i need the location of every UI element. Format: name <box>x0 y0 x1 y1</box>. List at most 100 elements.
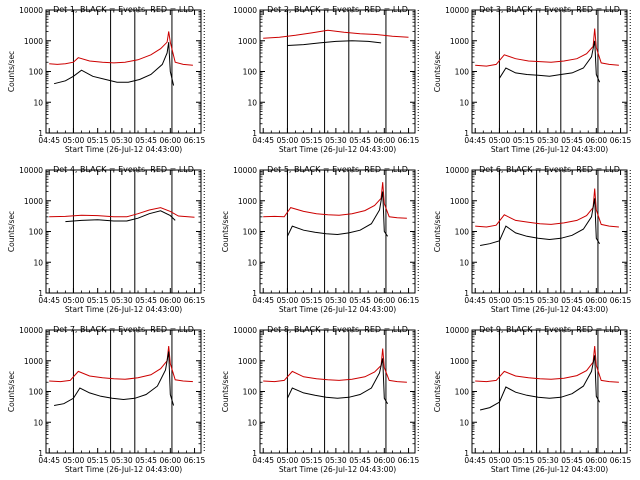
x-tick-label: 05:30 <box>537 296 559 305</box>
x-tick-label: 05:15 <box>87 296 109 305</box>
x-tick-label: 05:30 <box>111 296 133 305</box>
x-tick-label: 04:45 <box>38 456 60 465</box>
x-tick-label: 06:15 <box>398 136 420 145</box>
x-tick-label: 05:15 <box>87 136 109 145</box>
x-tick-label: 05:30 <box>537 456 559 465</box>
lld-series-line <box>475 28 619 67</box>
plot-frame <box>259 329 416 454</box>
events-series-line <box>54 351 175 406</box>
x-tick-label: 05:00 <box>489 296 511 305</box>
lld-series-line <box>263 182 407 219</box>
x-tick-label: 04:45 <box>464 136 486 145</box>
lld-series-line <box>263 348 407 383</box>
panel-det-4: 1 10 100 1000 10000 04:45 05:00 05:15 05:30 05:45… <box>7 165 206 314</box>
y-tick-label: 1000 <box>24 197 43 206</box>
y-tick-label: 100 <box>243 228 258 237</box>
x-axis-label: Start Time (26-Jul-12 04:43:00) <box>65 145 182 154</box>
y-tick-label: 1 <box>38 289 43 298</box>
y-tick-label: 100 <box>243 68 258 77</box>
x-tick-label: 05:15 <box>301 296 323 305</box>
x-tick-label: 04:45 <box>252 136 274 145</box>
x-tick-label: 05:00 <box>489 456 511 465</box>
x-tick-label: 05:45 <box>349 296 371 305</box>
panel-det-9: 1 10 100 1000 10000 04:45 05:00 05:15 05:30 05:45… <box>433 325 632 474</box>
panel-det-1: 1 10 100 1000 10000 04:45 05:00 05:15 05:30 05:45… <box>7 5 206 154</box>
x-tick-label: 05:45 <box>135 136 157 145</box>
x-axis-label: Start Time (26-Jul-12 04:43:00) <box>491 145 608 154</box>
x-tick-label: 06:15 <box>184 296 206 305</box>
lld-series-line <box>263 29 409 39</box>
x-tick-label: 05:45 <box>135 456 157 465</box>
panel-det-5: 1 10 100 1000 10000 04:45 05:00 05:15 05:30 05:45… <box>221 165 420 314</box>
x-axis-label: Start Time (26-Jul-12 04:43:00) <box>279 305 396 314</box>
panel-det-6: 1 10 100 1000 10000 04:45 05:00 05:15 05:30 05:45… <box>433 165 632 314</box>
y-axis-label: Counts/sec <box>7 371 16 412</box>
events-series-line <box>498 40 601 83</box>
x-tick-label: 05:15 <box>513 296 535 305</box>
x-tick-label: 05:00 <box>489 136 511 145</box>
y-tick-label: 100 <box>29 228 44 237</box>
y-tick-label: 10 <box>33 258 43 267</box>
plot-frame <box>45 9 202 134</box>
y-axis-label: Counts/sec <box>7 211 16 252</box>
x-tick-label: 05:45 <box>349 136 371 145</box>
y-tick-label: 1000 <box>450 357 469 366</box>
x-tick-label: 05:00 <box>277 456 299 465</box>
y-tick-label: 100 <box>243 388 258 397</box>
x-tick-label: 06:00 <box>160 136 182 145</box>
x-tick-label: 04:45 <box>38 296 60 305</box>
y-tick-label: 1 <box>252 129 257 138</box>
x-tick-label: 06:15 <box>398 456 420 465</box>
x-tick-label: 06:15 <box>610 296 632 305</box>
x-tick-label: 04:45 <box>252 456 274 465</box>
lld-series-line <box>49 346 193 383</box>
x-tick-label: 05:00 <box>277 296 299 305</box>
y-tick-label: 1000 <box>238 37 257 46</box>
y-tick-label: 1 <box>38 129 43 138</box>
x-tick-label: 05:00 <box>63 136 85 145</box>
y-axis-label: Counts/sec <box>433 211 442 252</box>
y-tick-label: 1 <box>464 449 469 458</box>
y-tick-label: 1 <box>252 289 257 298</box>
panel-title: Det 5, BLACK = Events, RED = LLD <box>267 165 408 174</box>
plot-frame <box>45 329 202 454</box>
panel-title: Det 4, BLACK = Events, RED = LLD <box>53 165 194 174</box>
lld-series-line <box>49 31 193 66</box>
plot-frame <box>471 169 628 294</box>
x-tick-label: 06:00 <box>374 456 396 465</box>
events-series-line <box>479 355 601 411</box>
y-tick-label: 1000 <box>238 197 257 206</box>
x-tick-label: 06:00 <box>586 296 608 305</box>
y-axis-label: Counts/sec <box>221 371 230 412</box>
events-series-line <box>286 191 389 237</box>
x-tick-label: 06:00 <box>586 136 608 145</box>
panel-det-7: 1 10 100 1000 10000 04:45 05:00 05:15 05:30 05:45… <box>7 325 206 474</box>
x-tick-label: 05:30 <box>537 136 559 145</box>
y-tick-label: 1 <box>38 449 43 458</box>
y-axis-label: Counts/sec <box>433 371 442 412</box>
x-axis-label: Start Time (26-Jul-12 04:43:00) <box>279 145 396 154</box>
y-tick-label: 10000 <box>19 166 43 175</box>
x-tick-label: 05:15 <box>513 136 535 145</box>
y-tick-label: 1000 <box>450 37 469 46</box>
x-tick-label: 06:00 <box>374 136 396 145</box>
x-tick-label: 05:00 <box>63 296 85 305</box>
panel-det-2: 1 10 100 1000 10000 04:45 05:00 05:15 05:30 05:45… <box>233 5 419 154</box>
x-tick-label: 06:00 <box>374 296 396 305</box>
lld-series-line <box>475 188 619 228</box>
panel-title: Det 3, BLACK = Events, RED = LLD <box>479 5 620 14</box>
x-tick-label: 06:15 <box>184 456 206 465</box>
x-axis-label: Start Time (26-Jul-12 04:43:00) <box>279 465 396 474</box>
plot-frame <box>259 9 416 134</box>
x-tick-label: 05:15 <box>87 456 109 465</box>
panel-title: Det 1, BLACK = Events, RED = LLD <box>53 5 194 14</box>
y-tick-label: 1000 <box>238 357 257 366</box>
x-tick-label: 06:00 <box>160 456 182 465</box>
x-tick-label: 06:15 <box>184 136 206 145</box>
y-tick-label: 10 <box>459 418 469 427</box>
x-tick-label: 05:45 <box>561 296 583 305</box>
panel-title: Det 8, BLACK = Events, RED = LLD <box>267 325 408 334</box>
y-tick-label: 1000 <box>450 197 469 206</box>
panel-det-8: 1 10 100 1000 10000 04:45 05:00 05:15 05:30 05:45… <box>221 325 420 474</box>
plot-frame <box>471 9 628 134</box>
